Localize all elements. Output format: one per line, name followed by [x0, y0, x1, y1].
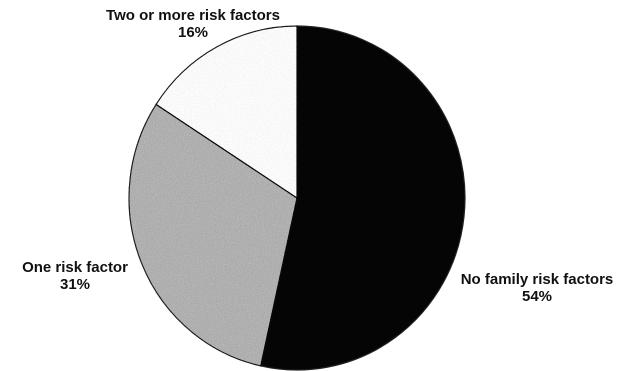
- slice-label-no-family-risk-factors: No family risk factors: [461, 271, 614, 288]
- slice-value-no-family-risk-factors: 54%: [522, 288, 552, 305]
- slice-label-two-or-more-risk-factors: Two or more risk factors: [106, 7, 280, 24]
- slice-label-one-risk-factor: One risk factor: [22, 259, 128, 276]
- slice-value-two-or-more-risk-factors: 16%: [178, 24, 208, 41]
- pie-slices: [128, 25, 466, 371]
- pie-slice-no-family-risk-factors: [259, 25, 466, 371]
- slice-value-one-risk-factor: 31%: [60, 276, 90, 293]
- pie-slice-two-or-more-risk-factors: [155, 25, 298, 200]
- pie-slice-one-risk-factor: [128, 103, 298, 367]
